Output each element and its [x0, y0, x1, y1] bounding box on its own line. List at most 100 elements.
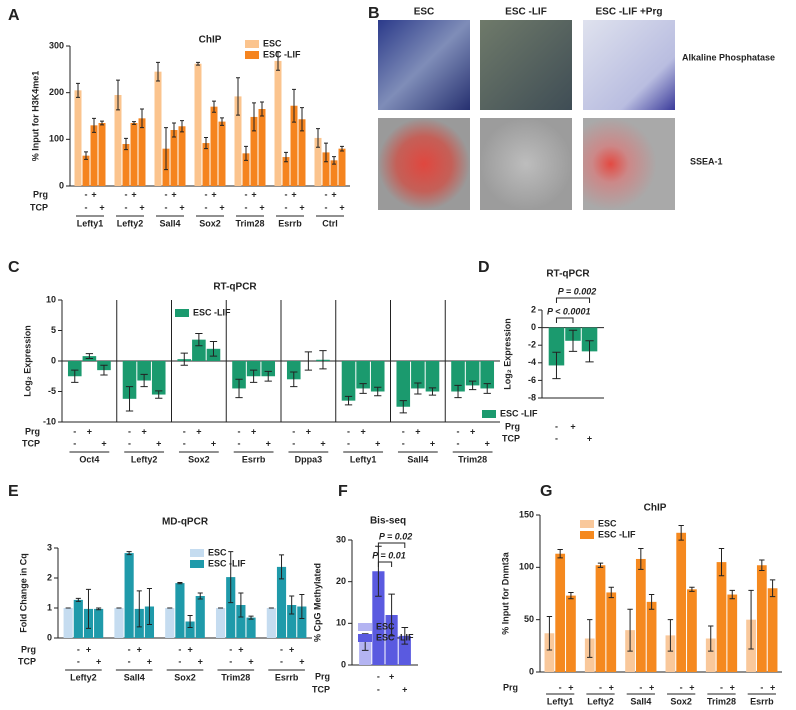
y-axis-label: % Input for Dnmt3a [500, 551, 510, 634]
error-bar [290, 371, 298, 388]
treatment-sign: - [280, 644, 283, 654]
treatment-sign: + [331, 189, 336, 199]
treatment-sign: - [555, 421, 558, 431]
error-bar [155, 390, 163, 399]
treatment-sign: + [87, 426, 92, 436]
bar [451, 361, 465, 392]
treatment-sign: - [128, 438, 131, 448]
bar [287, 605, 297, 638]
error-bar [648, 594, 655, 610]
bar [246, 361, 261, 377]
x-tick-label: Esrrb [242, 454, 266, 464]
error-bar [187, 615, 193, 628]
p-value: P = 0.002 [558, 286, 596, 296]
treatment-sign: - [325, 202, 328, 212]
y-tick-label: -4 [528, 357, 536, 367]
treatment-sign: + [289, 644, 294, 654]
legend-label: ESC [208, 547, 227, 557]
x-tick-label: Sox2 [199, 218, 221, 228]
treatment-sign: - [292, 426, 295, 436]
treatment-sign: + [211, 438, 216, 448]
treatment-sign: - [238, 438, 241, 448]
error-bar [100, 120, 104, 126]
bar [185, 621, 195, 638]
y-axis-label: % Input for H3K4me1 [30, 71, 40, 162]
y-axis-label: Fold Change in Cq [18, 553, 28, 633]
treatment-sign: - [280, 656, 283, 666]
error-bar [678, 524, 684, 541]
error-bar [399, 400, 407, 414]
legend-label: ESC -LIF [500, 408, 538, 418]
x-tick-label: Sall4 [159, 218, 180, 228]
error-bar [76, 82, 80, 98]
error-bar [195, 333, 203, 347]
error-bar [359, 383, 367, 394]
y-tick-label: 1 [47, 602, 52, 612]
y-tick-label: 0 [51, 355, 56, 365]
bar [548, 327, 565, 366]
legend-swatch [580, 531, 594, 539]
bar [114, 608, 124, 638]
error-bar [136, 590, 142, 628]
legend-swatch [482, 410, 496, 418]
treatment-sign: - [205, 189, 208, 199]
error-bar [344, 395, 353, 406]
error-bar [552, 351, 561, 380]
treatment-sign: - [377, 671, 380, 681]
x-tick-label: Lefty1 [547, 696, 574, 706]
bar [767, 588, 778, 672]
treatment-sign: + [248, 656, 253, 666]
bar [705, 638, 716, 672]
bar [122, 144, 130, 186]
treatment-label: TCP [502, 433, 520, 443]
treatment-label: Prg [315, 671, 330, 681]
treatment-sign: + [101, 438, 106, 448]
bar [687, 589, 697, 672]
error-bar [340, 145, 344, 152]
error-bar [92, 117, 96, 133]
y-tick-label: 10 [46, 294, 56, 304]
treatment-sign: - [178, 644, 181, 654]
error-bar [249, 369, 258, 383]
treatment-sign: + [141, 426, 146, 436]
legend-label: ESC [376, 621, 395, 631]
error-bar [164, 127, 168, 171]
bar [372, 571, 385, 665]
bar [356, 361, 370, 389]
treatment-sign: - [680, 682, 683, 692]
bar [98, 123, 106, 186]
error-bar [140, 373, 148, 388]
y-axis-label: % CpG Methylated [312, 563, 322, 642]
significance-bracket [555, 297, 591, 303]
bar [261, 361, 276, 377]
error-bar [85, 353, 94, 360]
bar [297, 606, 307, 638]
y-tick-label: -2 [528, 340, 536, 350]
bar [124, 553, 134, 638]
legend-swatch [190, 549, 204, 557]
bar [290, 105, 298, 186]
y-tick-label: 100 [49, 134, 64, 144]
y-tick-label: 5 [51, 325, 56, 335]
bar [74, 90, 82, 186]
significance-bracket [377, 542, 406, 548]
treatment-sign: + [219, 202, 224, 212]
error-bar [264, 370, 272, 382]
treatment-sign: + [339, 202, 344, 212]
error-bar [319, 350, 327, 370]
treatment-label: TCP [312, 684, 330, 694]
bar [138, 118, 146, 186]
treatment-sign: - [285, 189, 288, 199]
treatment-sign: + [96, 656, 101, 666]
error-bar [483, 383, 491, 394]
bar [396, 361, 411, 407]
legend-swatch [245, 40, 259, 48]
x-tick-label: Lefty2 [587, 696, 614, 706]
treatment-sign: - [325, 189, 328, 199]
y-tick-label: 10 [336, 618, 346, 628]
error-bar [748, 589, 754, 650]
treatment-sign: - [457, 438, 460, 448]
x-tick-label: Oct4 [79, 454, 99, 464]
x-tick-label: Lefty2 [131, 454, 158, 464]
bar [232, 361, 246, 389]
